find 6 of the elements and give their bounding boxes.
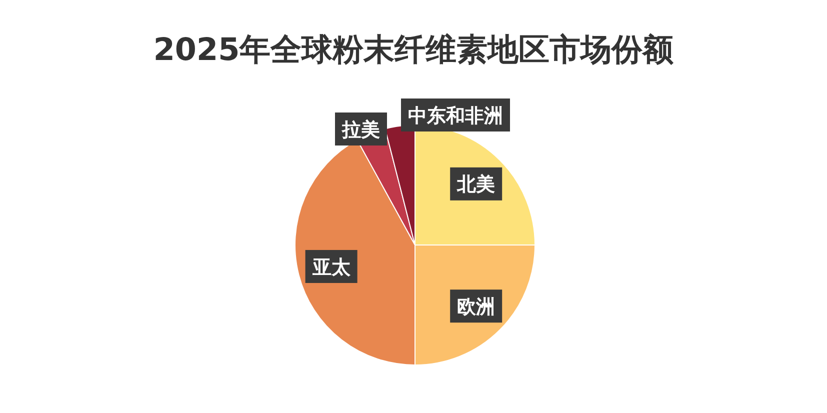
slice-label: 亚太 [311, 256, 352, 278]
slice-label: 中东和非洲 [408, 104, 503, 127]
slice-label: 拉美 [341, 118, 380, 141]
slice-label: 欧洲 [457, 296, 496, 318]
slice-label: 北美 [456, 174, 496, 196]
chart-title: 2025年全球粉末纤维素地区市场份额 [153, 32, 674, 68]
